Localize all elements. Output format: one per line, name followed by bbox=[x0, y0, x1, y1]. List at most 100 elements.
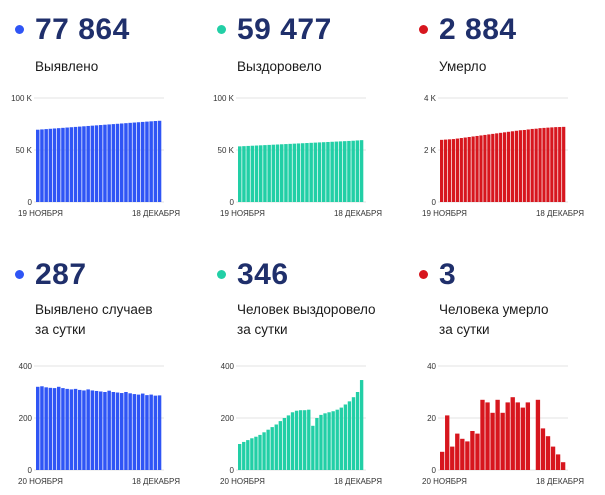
bar bbox=[495, 399, 500, 470]
bar bbox=[506, 131, 511, 202]
chart-daily-deaths: 0 20 40 20 НОЯБРЯ 18 ДЕКАБРЯ bbox=[422, 362, 584, 486]
bar bbox=[450, 446, 455, 470]
y-tick-label: 0 bbox=[28, 466, 33, 475]
bar bbox=[90, 390, 95, 470]
bar bbox=[471, 136, 475, 202]
bar bbox=[57, 128, 61, 202]
daily-cases-number: 287 bbox=[35, 258, 87, 291]
bar bbox=[309, 142, 313, 202]
bar bbox=[447, 139, 452, 202]
chart-total-cases: 0 50 K 100 K 19 НОЯБРЯ 18 ДЕКАБРЯ bbox=[11, 94, 180, 218]
bar bbox=[554, 127, 558, 202]
bar bbox=[330, 141, 334, 202]
bar bbox=[149, 121, 153, 202]
bar bbox=[153, 121, 158, 202]
red-dot-icon bbox=[419, 270, 428, 279]
bar bbox=[305, 143, 309, 202]
y-tick-label: 0 bbox=[432, 466, 437, 475]
bar bbox=[48, 128, 53, 202]
bar bbox=[271, 144, 276, 202]
bar bbox=[238, 444, 242, 470]
bar bbox=[440, 139, 444, 202]
bar bbox=[525, 402, 531, 470]
bar bbox=[120, 123, 124, 202]
bar bbox=[327, 412, 331, 470]
x-label-end: 18 ДЕКАБРЯ bbox=[334, 477, 382, 486]
bar bbox=[343, 404, 348, 470]
bar bbox=[483, 134, 487, 202]
bar bbox=[530, 128, 534, 202]
y-tick-label: 200 bbox=[221, 414, 235, 423]
bar bbox=[141, 393, 145, 470]
bar bbox=[307, 409, 311, 470]
bar bbox=[99, 391, 103, 470]
bar bbox=[124, 123, 128, 202]
panel-recovered-total: 59 477 Выздоровело 0 50 K 100 K 19 НОЯБРЯ 18… bbox=[202, 0, 402, 245]
bar bbox=[282, 418, 287, 470]
bar bbox=[491, 133, 495, 202]
bar bbox=[94, 390, 99, 470]
bar bbox=[545, 436, 551, 470]
panel-label: Выздоровело bbox=[237, 57, 322, 77]
bar bbox=[86, 389, 90, 470]
bar bbox=[546, 127, 550, 202]
bar bbox=[73, 126, 78, 202]
bar bbox=[278, 421, 283, 470]
bar bbox=[44, 129, 48, 202]
panel-label: Умерло bbox=[439, 57, 486, 77]
bar bbox=[115, 392, 120, 470]
panel-cases-total: 77 864 Выявлено 0 50 K 100 K 19 НОЯБРЯ 18 ДЕ… bbox=[0, 0, 200, 245]
bar bbox=[459, 138, 463, 202]
bar bbox=[36, 386, 40, 470]
bar bbox=[323, 413, 327, 470]
bar bbox=[451, 139, 456, 202]
bar bbox=[141, 121, 145, 202]
bar bbox=[254, 145, 259, 202]
bar bbox=[343, 141, 347, 202]
panel-deaths-total: 2 884 Умерло 0 2 K 4 K 19 НОЯБРЯ 18 ДЕКАБРЯ bbox=[404, 0, 604, 245]
bar bbox=[555, 454, 561, 470]
bar bbox=[311, 425, 315, 470]
bar bbox=[467, 137, 471, 202]
x-label-end: 18 ДЕКАБРЯ bbox=[536, 477, 584, 486]
bar bbox=[275, 144, 280, 202]
panel-label-line: Умерло bbox=[439, 59, 487, 74]
bar bbox=[542, 127, 546, 202]
bar bbox=[61, 388, 65, 470]
bar bbox=[479, 135, 483, 202]
bar bbox=[500, 412, 505, 470]
panel-label-line: за сутки bbox=[35, 322, 86, 337]
chart-daily-cases: 0 200 400 20 НОЯБРЯ 18 ДЕКАБРЯ bbox=[18, 362, 180, 486]
panel-label-line: Человека умерло bbox=[439, 302, 549, 317]
bar bbox=[550, 127, 554, 202]
y-tick-label: 4 K bbox=[424, 94, 437, 103]
bar bbox=[460, 438, 465, 470]
bar bbox=[73, 388, 78, 470]
chart-daily-recovered: 0 200 400 20 НОЯБРЯ 18 ДЕКАБРЯ bbox=[220, 362, 382, 486]
bar bbox=[339, 407, 343, 470]
y-tick-label: 0 bbox=[230, 466, 235, 475]
bar bbox=[120, 393, 124, 470]
bar bbox=[558, 127, 562, 202]
bar bbox=[78, 389, 82, 470]
bar bbox=[355, 140, 360, 202]
total-recovered-number: 59 477 bbox=[237, 13, 332, 46]
bar bbox=[538, 128, 542, 202]
bar bbox=[145, 395, 149, 470]
bar bbox=[315, 418, 319, 470]
bar bbox=[290, 412, 295, 470]
y-tick-label: 100 K bbox=[213, 94, 235, 103]
panel-cases-daily: 287 Выявлено случаев за сутки 0 200 400 20 … bbox=[0, 250, 200, 495]
bar bbox=[149, 394, 153, 470]
bar bbox=[445, 415, 450, 470]
bar bbox=[136, 122, 141, 202]
y-tick-label: 400 bbox=[221, 362, 235, 371]
bar bbox=[470, 431, 475, 470]
bar bbox=[153, 395, 158, 470]
bar bbox=[286, 415, 291, 470]
bar bbox=[44, 387, 48, 470]
panel-label-line: за сутки bbox=[439, 322, 490, 337]
bar bbox=[82, 126, 86, 202]
bar bbox=[560, 462, 566, 470]
bar bbox=[322, 142, 326, 202]
